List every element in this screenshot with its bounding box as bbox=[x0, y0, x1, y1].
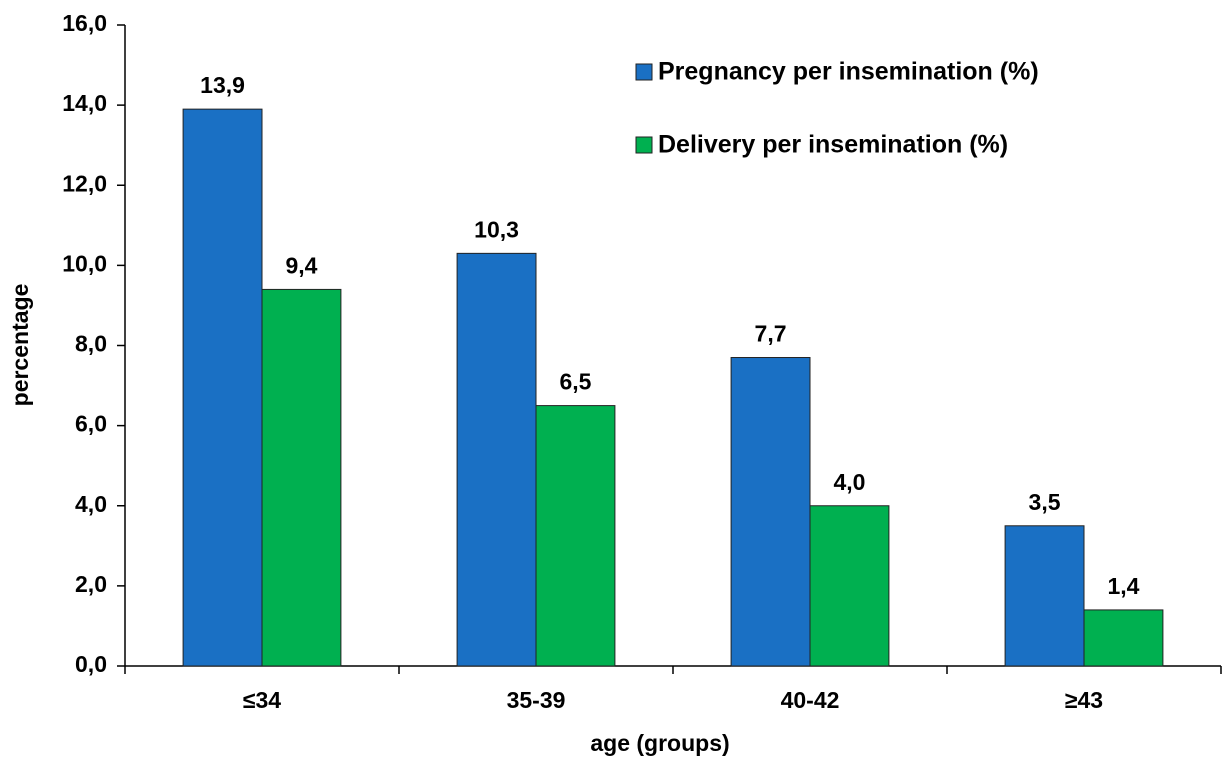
legend-swatch bbox=[635, 136, 653, 154]
x-tick-label: ≤34 bbox=[243, 687, 281, 713]
y-tick-label: 12,0 bbox=[62, 170, 107, 196]
legend-swatch bbox=[635, 63, 653, 81]
bar bbox=[1004, 525, 1085, 667]
y-tick-label: 2,0 bbox=[75, 571, 107, 597]
y-tick-label: 0,0 bbox=[75, 651, 107, 677]
value-label: 10,3 bbox=[474, 216, 519, 242]
legend-label: Delivery per insemination (%) bbox=[658, 131, 1008, 159]
y-tick-label: 10,0 bbox=[62, 250, 107, 276]
bar bbox=[261, 288, 342, 667]
value-label: 9,4 bbox=[285, 252, 317, 278]
x-tick-label: 40-42 bbox=[781, 687, 840, 713]
x-tick-label: ≥43 bbox=[1065, 687, 1103, 713]
bar bbox=[535, 405, 616, 667]
bar bbox=[456, 252, 537, 667]
x-tick-label: 35-39 bbox=[507, 687, 566, 713]
y-axis-title: percentage bbox=[7, 284, 33, 407]
legend-label: Pregnancy per insemination (%) bbox=[658, 58, 1039, 86]
bar bbox=[809, 505, 890, 667]
y-tick-label: 14,0 bbox=[62, 90, 107, 116]
bar bbox=[182, 108, 263, 667]
value-label: 4,0 bbox=[833, 469, 865, 495]
value-label: 13,9 bbox=[200, 72, 245, 98]
y-tick-label: 4,0 bbox=[75, 491, 107, 517]
bar bbox=[1083, 609, 1164, 667]
value-label: 7,7 bbox=[755, 321, 787, 347]
y-tick-label: 16,0 bbox=[62, 10, 107, 36]
y-tick-label: 6,0 bbox=[75, 411, 107, 437]
y-tick-label: 8,0 bbox=[75, 331, 107, 357]
x-axis-title: age (groups) bbox=[590, 730, 729, 756]
bar bbox=[730, 357, 811, 667]
value-label: 3,5 bbox=[1029, 489, 1061, 515]
value-label: 1,4 bbox=[1107, 573, 1139, 599]
value-label: 6,5 bbox=[559, 369, 591, 395]
